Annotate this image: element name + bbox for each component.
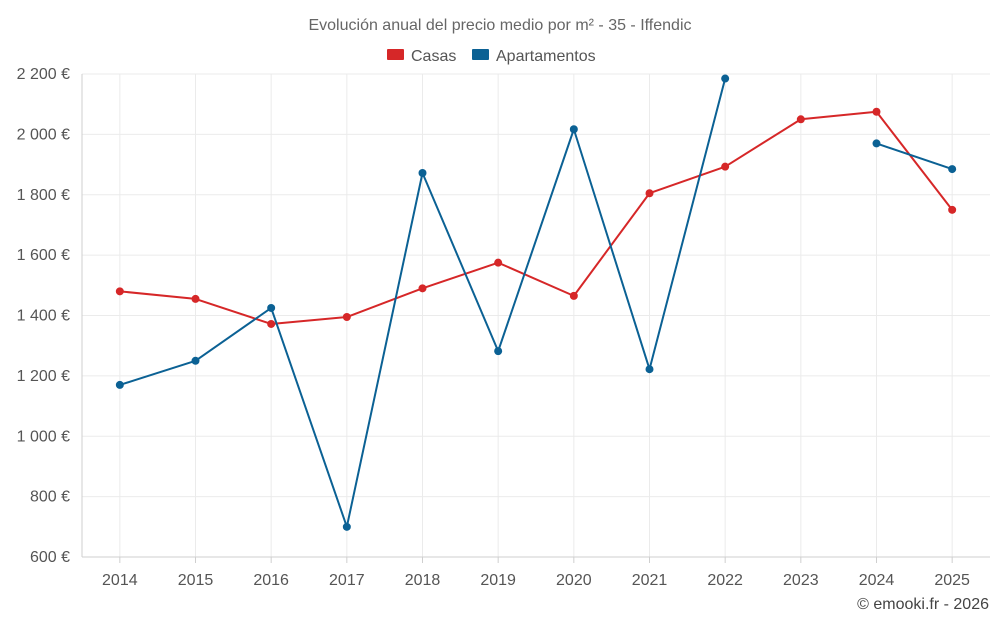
data-point-apartamentos-2025[interactable] <box>948 165 957 174</box>
x-tick-label: 2021 <box>632 572 668 589</box>
data-point-apartamentos-2015[interactable] <box>191 356 200 365</box>
x-tick-label: 2025 <box>934 572 970 589</box>
x-tick-label: 2024 <box>859 572 895 589</box>
y-tick-label: 1 400 € <box>17 308 70 325</box>
data-point-casas-2019[interactable] <box>494 258 503 267</box>
y-tick-label: 800 € <box>30 489 70 506</box>
data-point-casas-2018[interactable] <box>418 284 427 293</box>
series-line-apartamentos <box>876 142 953 171</box>
legend: Casas Apartamentos <box>387 48 596 65</box>
x-tick-label: 2022 <box>707 572 743 589</box>
data-point-casas-2015[interactable] <box>191 294 200 303</box>
y-tick-label: 1 200 € <box>17 368 70 385</box>
data-point-apartamentos-2021[interactable] <box>645 365 654 374</box>
data-point-apartamentos-2024[interactable] <box>872 139 881 148</box>
x-tick-label: 2019 <box>480 572 516 589</box>
data-point-apartamentos-2022[interactable] <box>721 74 730 83</box>
x-tick-label: 2023 <box>783 572 819 589</box>
data-point-casas-2022[interactable] <box>721 162 730 171</box>
y-tick-label: 2 000 € <box>17 126 70 143</box>
copyright: © emooki.fr - 2026 <box>857 596 989 613</box>
data-point-apartamentos-2016[interactable] <box>267 303 276 312</box>
data-point-casas-2016[interactable] <box>267 319 276 328</box>
data-point-casas-2023[interactable] <box>796 115 805 124</box>
x-tick-label: 2015 <box>178 572 214 589</box>
x-tick-label: 2020 <box>556 572 592 589</box>
chart-title: Evolución anual del precio medio por m² … <box>308 17 691 34</box>
legend-label-apartamentos[interactable]: Apartamentos <box>496 48 596 65</box>
y-tick-label: 1 000 € <box>17 428 70 445</box>
data-point-casas-2024[interactable] <box>872 107 881 116</box>
grid <box>82 73 990 557</box>
data-point-casas-2025[interactable] <box>948 205 957 214</box>
x-tick-label: 2017 <box>329 572 365 589</box>
data-point-casas-2021[interactable] <box>645 189 654 198</box>
data-point-casas-2020[interactable] <box>569 291 578 300</box>
x-tick-label: 2014 <box>102 572 138 589</box>
data-point-apartamentos-2017[interactable] <box>342 522 351 531</box>
data-point-apartamentos-2020[interactable] <box>569 125 578 134</box>
y-tick-label: 2 200 € <box>17 66 70 83</box>
data-point-casas-2014[interactable] <box>115 287 124 296</box>
data-point-casas-2017[interactable] <box>342 313 351 322</box>
series <box>115 74 957 531</box>
y-tick-label: 1 800 € <box>17 187 70 204</box>
y-tick-label: 1 600 € <box>17 247 70 264</box>
series-line-casas <box>119 110 953 325</box>
data-point-apartamentos-2018[interactable] <box>418 169 427 178</box>
legend-swatch-apartamentos <box>472 49 489 60</box>
x-axis: 2014 2015 2016 2017 2018 2019 2020 2021 2022 2023… <box>82 556 990 589</box>
data-point-apartamentos-2019[interactable] <box>494 347 503 356</box>
x-tick-label: 2016 <box>253 572 289 589</box>
legend-label-casas[interactable]: Casas <box>411 48 456 65</box>
legend-swatch-casas <box>387 49 404 60</box>
y-tick-label: 600 € <box>30 549 70 566</box>
data-point-apartamentos-2014[interactable] <box>115 380 124 389</box>
y-axis: 600 € 800 € 1 000 € 1 200 € 1 400 € 1 600 € 1 … <box>17 66 83 566</box>
x-tick-label: 2018 <box>405 572 441 589</box>
